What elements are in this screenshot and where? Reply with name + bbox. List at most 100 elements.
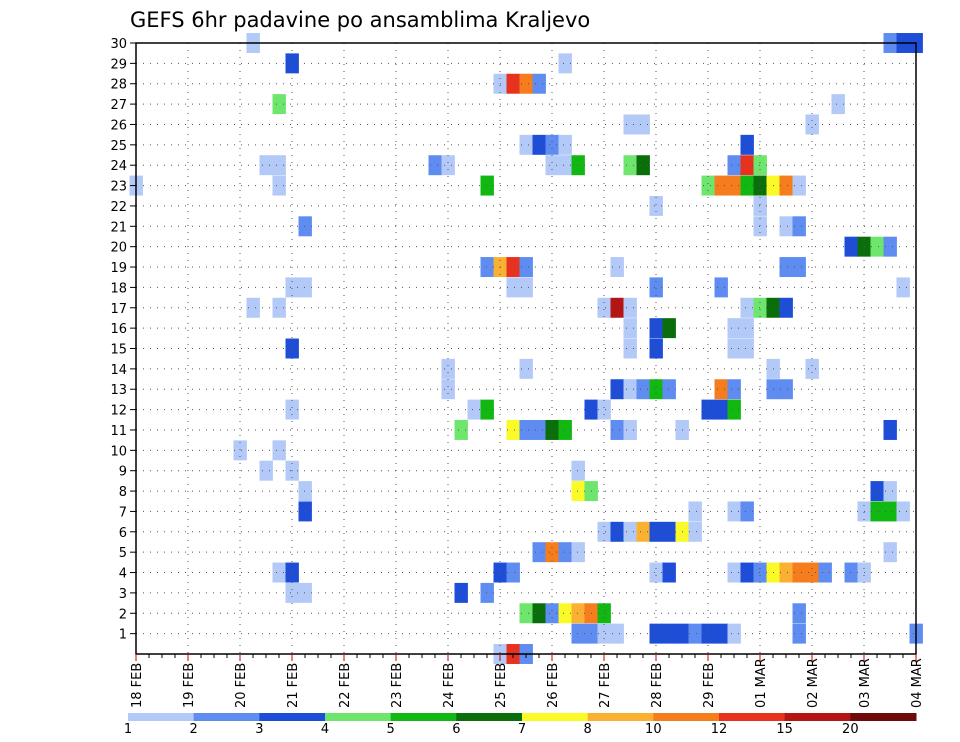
heatmap-cell	[844, 562, 858, 583]
heatmap-cell	[740, 501, 754, 522]
heatmap-cell	[636, 521, 650, 542]
heatmap-cell	[740, 297, 754, 318]
heatmap-cell	[532, 603, 546, 624]
heatmap-cell	[519, 257, 533, 278]
x-tick-label: 24 FEB	[442, 663, 457, 708]
y-tick-label: 6	[119, 526, 127, 541]
heatmap-cell	[792, 603, 806, 624]
heatmap-cell	[285, 562, 299, 583]
y-tick-label: 7	[119, 505, 127, 520]
heatmap-cell	[727, 175, 741, 196]
y-tick-label: 8	[119, 485, 127, 500]
heatmap-cell	[623, 114, 637, 135]
x-tick-label: 22 FEB	[338, 663, 353, 708]
y-tick-label: 30	[110, 37, 127, 52]
heatmap-cell	[259, 155, 273, 176]
heatmap-cell	[727, 623, 741, 644]
heatmap-cell	[467, 399, 481, 420]
y-tick-label: 2	[119, 607, 127, 622]
heatmap-cell	[519, 134, 533, 155]
x-tick-label: 19 FEB	[182, 663, 197, 708]
heatmap-cell	[818, 562, 832, 583]
y-tick-label: 12	[110, 404, 127, 419]
heatmap-cell	[870, 236, 884, 257]
heatmap-cell	[571, 603, 585, 624]
heatmap-cell	[662, 562, 676, 583]
heatmap-cell	[636, 379, 650, 400]
y-tick-label: 23	[110, 180, 127, 195]
heatmap-cell	[688, 521, 702, 542]
heatmap-cell	[519, 358, 533, 379]
heatmap-cell	[532, 542, 546, 563]
y-tick-label: 19	[110, 261, 127, 276]
y-tick-label: 11	[110, 424, 127, 439]
heatmap-cell	[883, 236, 897, 257]
colorbar-swatch	[719, 713, 786, 721]
heatmap-cell	[883, 501, 897, 522]
x-tick-label: 28 FEB	[650, 663, 665, 708]
heatmap-cell	[558, 542, 572, 563]
heatmap-cell	[740, 318, 754, 339]
colorbar-tick-label: 5	[387, 722, 395, 737]
y-tick-label: 24	[110, 159, 127, 174]
heatmap-cell	[623, 297, 637, 318]
heatmap-cell	[701, 175, 715, 196]
y-tick-label: 22	[110, 200, 127, 215]
heatmap-cell	[571, 155, 585, 176]
heatmap-cell	[623, 338, 637, 359]
heatmap-cell	[558, 603, 572, 624]
heatmap-cell	[896, 501, 910, 522]
heatmap-cell	[298, 481, 312, 502]
heatmap-cell	[623, 521, 637, 542]
heatmap-cell	[779, 175, 793, 196]
heatmap-cell	[558, 155, 572, 176]
heatmap-cell	[753, 562, 767, 583]
heatmap-cell	[610, 521, 624, 542]
heatmap-cell	[571, 623, 585, 644]
colorbar-swatch	[587, 713, 654, 721]
heatmap-cell	[662, 623, 676, 644]
heatmap-cell	[779, 379, 793, 400]
colorbar-tick-label: 1	[124, 722, 132, 737]
heatmap-cell	[883, 542, 897, 563]
heatmap-cell	[480, 399, 494, 420]
colorbar-tick-label: 4	[321, 722, 329, 737]
heatmap-cell	[636, 155, 650, 176]
heatmap-cell	[792, 562, 806, 583]
heatmap-cell	[610, 419, 624, 440]
y-tick-label: 17	[110, 302, 127, 317]
y-tick-label: 4	[119, 567, 127, 582]
heatmap-cell	[792, 257, 806, 278]
heatmap-cell	[870, 501, 884, 522]
heatmap-cell	[571, 481, 585, 502]
heatmap-cell	[480, 175, 494, 196]
heatmap-cell	[506, 257, 520, 278]
heatmap-cell	[883, 419, 897, 440]
colorbar-swatch	[850, 713, 917, 721]
heatmap-cell	[649, 338, 663, 359]
heatmap-cell	[753, 297, 767, 318]
y-tick-label: 13	[110, 383, 127, 398]
heatmap-cell	[610, 379, 624, 400]
heatmap-cell	[558, 134, 572, 155]
heatmap-cell	[714, 277, 728, 298]
y-tick-label: 18	[110, 281, 127, 296]
chart-title: GEFS 6hr padavine po ansamblima Kraljevo	[130, 8, 590, 32]
heatmap-cell	[623, 318, 637, 339]
heatmap-cell	[480, 257, 494, 278]
heatmap-cell	[714, 623, 728, 644]
heatmap-cell	[701, 399, 715, 420]
heatmap-cell	[740, 155, 754, 176]
heatmap-cell	[285, 338, 299, 359]
heatmap-cell	[610, 257, 624, 278]
plot-grid	[136, 42, 916, 654]
heatmap-cell	[688, 501, 702, 522]
x-tick-label: 27 FEB	[598, 663, 613, 708]
heatmap-cell	[753, 216, 767, 237]
heatmap-cell	[779, 257, 793, 278]
heatmap-cell	[779, 216, 793, 237]
heatmap-cell	[727, 379, 741, 400]
heatmap-cell	[272, 440, 286, 461]
heatmap-cell	[506, 419, 520, 440]
colorbar-tick-label: 20	[842, 722, 859, 737]
